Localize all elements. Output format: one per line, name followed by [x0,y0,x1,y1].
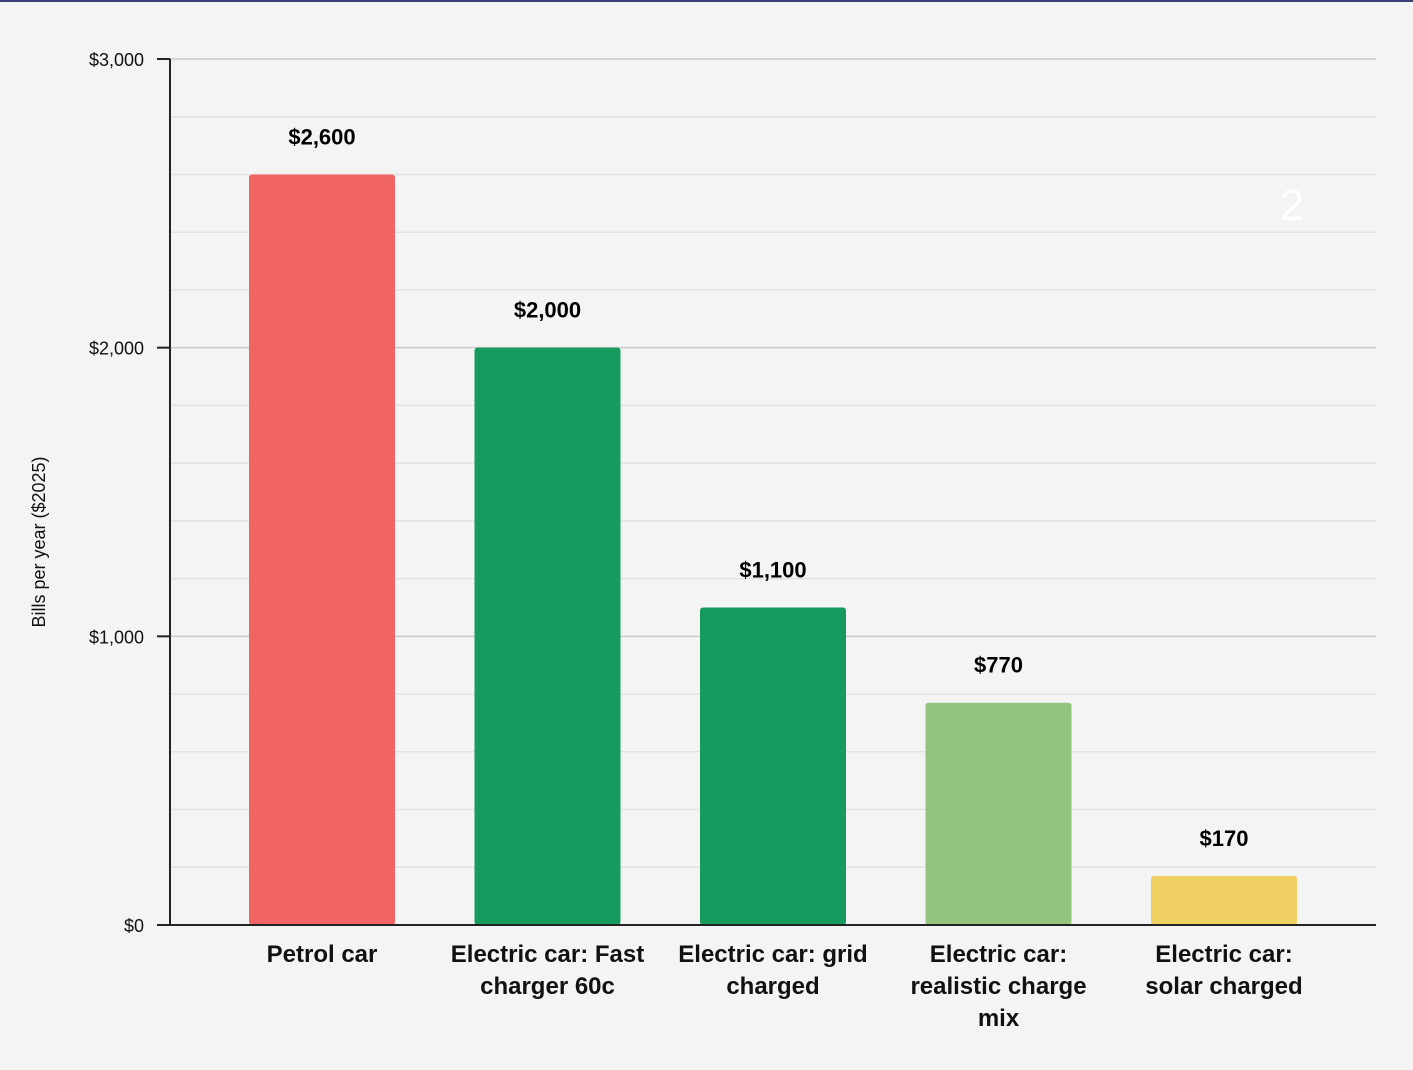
bar [474,347,621,926]
bar [1151,875,1297,925]
bar-value-label: $2,000 [514,298,581,323]
category-label: Petrol car [267,941,378,968]
category-label-line: realistic charge [910,973,1086,1000]
value-labels: $2,600 $2,000 $1,100 $770 $170 [288,124,1248,850]
category-label-line: charged [726,973,819,1000]
bar-series [249,174,1297,926]
bar [249,174,395,925]
annotation-number: 2 [1280,181,1304,230]
category-label-line: Electric car: grid [678,941,867,968]
bar-value-label: $770 [974,653,1023,678]
bar-value-label: $170 [1200,826,1249,851]
category-label: Electric car: realistic charge mix [910,941,1086,1032]
bar [700,607,846,925]
category-label-line: Electric car: [930,941,1067,968]
y-tick-label: $2,000 [89,339,144,359]
y-tick-label: $0 [124,916,144,936]
category-label: Electric car: grid charged [678,941,867,1000]
category-label-line: mix [978,1005,1020,1032]
category-label-line: solar charged [1145,973,1302,1000]
y-axis-title: Bills per year ($2025) [29,456,49,627]
bar [925,702,1072,925]
axes [157,59,1376,926]
category-label: Electric car: Fast charger 60c [451,941,644,1000]
y-tick-label: $1,000 [89,627,144,647]
category-label-line: Electric car: Fast [451,941,644,968]
y-tick-label: $3,000 [89,50,144,70]
category-labels: Petrol car Electric car: Fast charger 60cE… [267,941,1303,1032]
category-label: Electric car: solar charged [1145,941,1302,1000]
category-label-line: Petrol car [267,941,378,968]
bar-value-label: $2,600 [288,124,355,149]
bar-value-label: $1,100 [739,557,806,582]
y-axis-ticks: $0 $1,000 $2,000 $3,000 [89,50,170,936]
category-label-line: Electric car: [1155,941,1292,968]
category-label-line: charger 60c [480,973,615,1000]
